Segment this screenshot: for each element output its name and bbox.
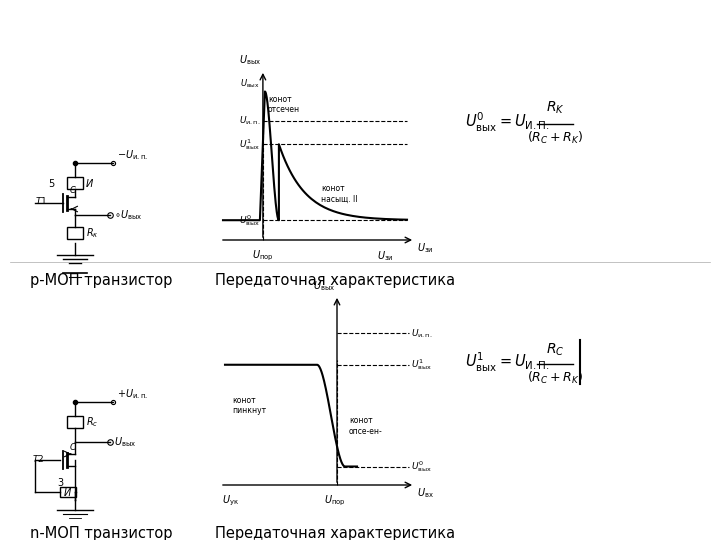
Text: $U^0_{\mathrm{вых}} = U_{\mathrm{И.П.}}$: $U^0_{\mathrm{вых}} = U_{\mathrm{И.П.}}$	[465, 110, 549, 133]
Text: n-МОП транзистор: n-МОП транзистор	[30, 526, 173, 540]
Text: $3$: $3$	[57, 476, 64, 488]
Text: $(R_C + R_K)$: $(R_C + R_K)$	[527, 370, 583, 386]
Text: $(R_C + R_K)$: $(R_C + R_K)$	[527, 130, 583, 146]
Text: $U_{\mathrm{вых}}$: $U_{\mathrm{вых}}$	[238, 53, 261, 67]
Text: $R_C$: $R_C$	[546, 342, 564, 358]
Text: р-МОП транзистор: р-МОП транзистор	[30, 273, 172, 288]
Text: $U_{\mathrm{и.п.}}$: $U_{\mathrm{и.п.}}$	[238, 115, 260, 127]
Text: $U_{\mathrm{зи}}$: $U_{\mathrm{зи}}$	[417, 241, 433, 255]
Bar	[67, 416, 83, 428]
Text: $\circ U_{\mathrm{вых}}$: $\circ U_{\mathrm{вых}}$	[114, 208, 143, 222]
Text: $U_{\mathrm{и.п.}}$: $U_{\mathrm{и.п.}}$	[411, 327, 433, 340]
Text: $U_{\mathrm{ук}}$: $U_{\mathrm{ук}}$	[222, 494, 239, 508]
Text: $U^1_{\mathrm{вых}}$: $U^1_{\mathrm{вых}}$	[239, 137, 260, 152]
Text: Передаточная характеристика: Передаточная характеристика	[215, 526, 455, 540]
Bar	[67, 227, 83, 239]
Text: $U_{\mathrm{вых}}$: $U_{\mathrm{вых}}$	[114, 435, 136, 449]
Text: $C$: $C$	[69, 441, 77, 452]
Text: конот
насыщ. II: конот насыщ. II	[321, 184, 358, 204]
Text: $R_\kappa$: $R_\kappa$	[86, 226, 99, 240]
Text: $U^1_{\mathrm{вых}}$: $U^1_{\mathrm{вых}}$	[411, 357, 432, 372]
Text: $U_{\mathrm{вых}}$: $U_{\mathrm{вых}}$	[312, 279, 335, 293]
Text: $U^0_{\mathrm{вых}}$: $U^0_{\mathrm{вых}}$	[239, 213, 260, 228]
Bar	[60, 487, 76, 497]
Text: $U^1_{\mathrm{вых}} = U_{\mathrm{И.П.}}$: $U^1_{\mathrm{вых}} = U_{\mathrm{И.П.}}$	[465, 350, 549, 374]
Text: $U_{\mathrm{зи}}$: $U_{\mathrm{зи}}$	[377, 249, 394, 263]
Text: $-U_{\mathrm{и.п.}}$: $-U_{\mathrm{и.п.}}$	[117, 148, 148, 162]
Text: $U_{\mathrm{вх}}$: $U_{\mathrm{вх}}$	[417, 486, 434, 500]
Text: $C$: $C$	[69, 184, 77, 195]
Text: $И$: $И$	[85, 177, 94, 189]
Text: $5$: $5$	[48, 177, 55, 189]
Text: конот
опсе-ен-: конот опсе-ен-	[349, 416, 383, 435]
Text: $U_{\mathrm{вых}}$: $U_{\mathrm{вых}}$	[240, 77, 260, 90]
Text: конот
отсечен: конот отсечен	[268, 95, 300, 114]
Text: Передаточная характеристика: Передаточная характеристика	[215, 273, 455, 288]
Text: $T1$: $T1$	[35, 195, 48, 206]
Text: $R_c$: $R_c$	[86, 415, 99, 429]
Text: $R_K$: $R_K$	[546, 99, 564, 116]
Text: $U_{\mathrm{пор}}$: $U_{\mathrm{пор}}$	[324, 494, 346, 508]
Text: $U^0_{\mathrm{вых}}$: $U^0_{\mathrm{вых}}$	[411, 459, 432, 474]
Text: $И$: $И$	[63, 486, 73, 498]
Bar	[67, 177, 83, 189]
Text: $T2$: $T2$	[32, 453, 44, 463]
Text: конот
пинкнут: конот пинкнут	[232, 396, 266, 415]
Text: $U_{\mathrm{пор}}$: $U_{\mathrm{пор}}$	[252, 249, 274, 264]
Text: $+U_{\mathrm{и.п.}}$: $+U_{\mathrm{и.п.}}$	[117, 387, 148, 401]
